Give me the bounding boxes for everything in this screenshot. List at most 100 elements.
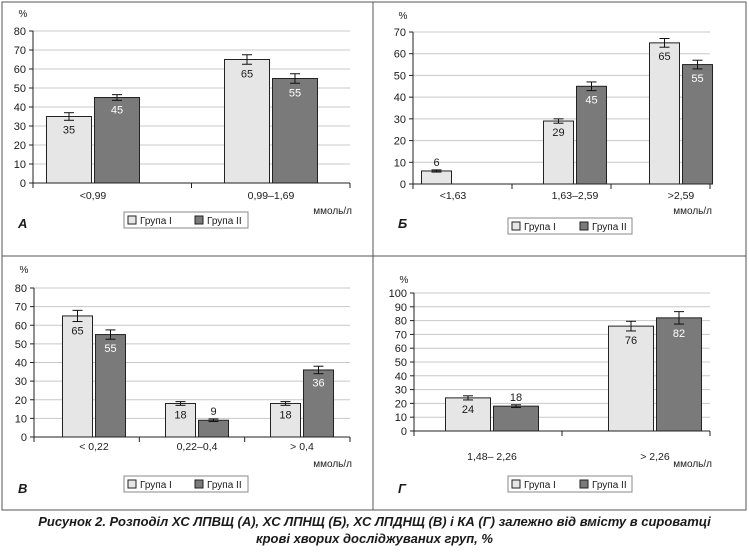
y-tick-label: 20 (395, 398, 407, 410)
legend-label-group-2: Група ІІ (207, 216, 242, 227)
x-category-label: <1,63 (440, 190, 467, 202)
legend-label-group-2: Група ІІ (592, 480, 627, 491)
y-tick-label: 40 (395, 371, 407, 383)
y-tick-label: 80 (14, 26, 26, 38)
bar-value-label: 65 (71, 326, 83, 338)
bar-group-2 (95, 334, 126, 438)
y-axis-label: % (399, 11, 408, 22)
chart-panel-1: 0 10 20 30 40 50 60 70 80% 35 45 <0,99 65 55 0,99–1,69… (14, 9, 352, 231)
legend-swatch-group-2 (579, 221, 589, 231)
bar-value-label: 18 (279, 409, 291, 421)
legend-label-group-1: Група І (140, 216, 172, 227)
y-tick-label: 20 (15, 395, 27, 407)
y-axis-label: % (20, 265, 29, 276)
y-tick-label: 30 (395, 385, 407, 397)
bar-group-2 (576, 85, 607, 185)
y-tick-label: 20 (394, 136, 406, 148)
bar-value-label: 55 (691, 73, 703, 85)
bar-value-label: 45 (111, 104, 123, 116)
bar-value-label: 45 (585, 95, 597, 107)
x-category-label: <0,99 (80, 190, 107, 202)
y-tick-label: 40 (394, 92, 406, 104)
legend-label-group-1: Група І (524, 480, 556, 491)
x-category-label: 1,48– 2,26 (467, 451, 517, 463)
y-tick-label: 10 (394, 157, 406, 169)
bar-group-1 (649, 42, 680, 185)
panel-label: А (17, 216, 27, 231)
bar-value-label: 29 (552, 127, 564, 139)
x-category-label: >2,59 (668, 190, 695, 202)
bar-group-1 (165, 402, 196, 438)
caption-line-1: Рисунок 2. Розподіл ХС ЛПВЩ (А), ХС ЛПНЩ… (38, 514, 711, 529)
bar-group-2 (198, 419, 229, 438)
y-tick-label: 50 (15, 339, 27, 351)
panel-label: В (18, 481, 27, 496)
y-tick-label: 70 (395, 329, 407, 341)
bar-value-label: 82 (673, 328, 685, 340)
bar-value-label: 65 (658, 51, 670, 63)
legend-box (507, 475, 633, 493)
bar-group-1 (421, 170, 452, 185)
y-tick-label: 50 (394, 70, 406, 82)
x-category-label: 1,63–2,59 (552, 190, 599, 202)
y-tick-label: 20 (14, 140, 26, 152)
y-tick-label: 0 (401, 426, 407, 438)
bar-value-label: 55 (289, 87, 301, 99)
caption-line-2: крові хворих досліджуваних груп, % (256, 531, 493, 546)
y-tick-label: 10 (14, 159, 26, 171)
bar-value-label: 24 (462, 404, 474, 416)
y-tick-label: 0 (400, 179, 406, 191)
legend-label-group-1: Група І (140, 480, 172, 491)
bar-value-label: 18 (174, 409, 186, 421)
y-tick-label: 30 (14, 121, 26, 133)
x-axis-unit: ммоль/л (313, 206, 352, 217)
legend-label-group-1: Група І (524, 222, 556, 233)
y-tick-label: 40 (14, 102, 26, 114)
y-tick-label: 0 (20, 178, 26, 190)
legend: Група І Група ІІ (123, 211, 249, 229)
x-category-label: > 2,26 (640, 451, 670, 463)
bar-group-1 (62, 315, 93, 438)
chart-panel-2: 0 10 20 30 40 50 60 70% 6 <1,63 29 45 1,63–2,59 65 55 >… (394, 11, 713, 235)
legend-label-group-2: Група ІІ (592, 222, 627, 233)
y-tick-label: 70 (394, 27, 406, 39)
legend-box (123, 211, 249, 229)
y-tick-label: 100 (389, 288, 407, 300)
y-tick-label: 70 (14, 45, 26, 57)
bar-value-label: 6 (433, 157, 439, 169)
legend-swatch-group-2 (194, 215, 204, 225)
bar-group-1 (224, 59, 270, 184)
x-category-label: 0,99–1,69 (248, 190, 295, 202)
bar-group-2 (656, 317, 702, 432)
y-tick-label: 30 (15, 376, 27, 388)
y-tick-label: 50 (395, 357, 407, 369)
charts-group: 01020304050607080%3545<0,9965550,99–1,69… (14, 9, 713, 496)
y-tick-label: 50 (14, 83, 26, 95)
bar-value-label: 9 (210, 406, 216, 418)
x-category-label: < 0,22 (79, 441, 109, 453)
panel-label: Г (398, 481, 407, 496)
legend: Група І Група ІІ (507, 217, 633, 235)
bar-value-label: 55 (104, 343, 116, 355)
bar-group-2 (272, 78, 318, 184)
panel-label: Б (398, 216, 407, 231)
y-tick-label: 60 (15, 320, 27, 332)
bar-group-1 (608, 325, 654, 432)
bar-value-label: 65 (241, 68, 253, 80)
legend: Група І Група ІІ (123, 475, 249, 493)
bar-group-2 (303, 369, 334, 438)
figure-caption: Рисунок 2. Розподіл ХС ЛПВЩ (А), ХС ЛПНЩ… (4, 513, 745, 547)
chart-panel-3: 0 10 20 30 40 50 60 70 80% 65 55 < 0,22 18 9 0,22–0,4 1… (15, 265, 352, 496)
bar-group-2 (493, 405, 539, 432)
y-axis-label: % (19, 9, 28, 20)
legend-box (123, 475, 249, 493)
legend-label-group-2: Група ІІ (207, 480, 242, 491)
y-tick-label: 60 (14, 64, 26, 76)
y-tick-label: 70 (15, 302, 27, 314)
y-tick-label: 10 (395, 412, 407, 424)
y-tick-label: 90 (395, 302, 407, 314)
legend-box (507, 217, 633, 235)
y-tick-label: 30 (394, 114, 406, 126)
x-axis-unit: ммоль/л (673, 459, 712, 470)
y-tick-label: 60 (394, 49, 406, 61)
